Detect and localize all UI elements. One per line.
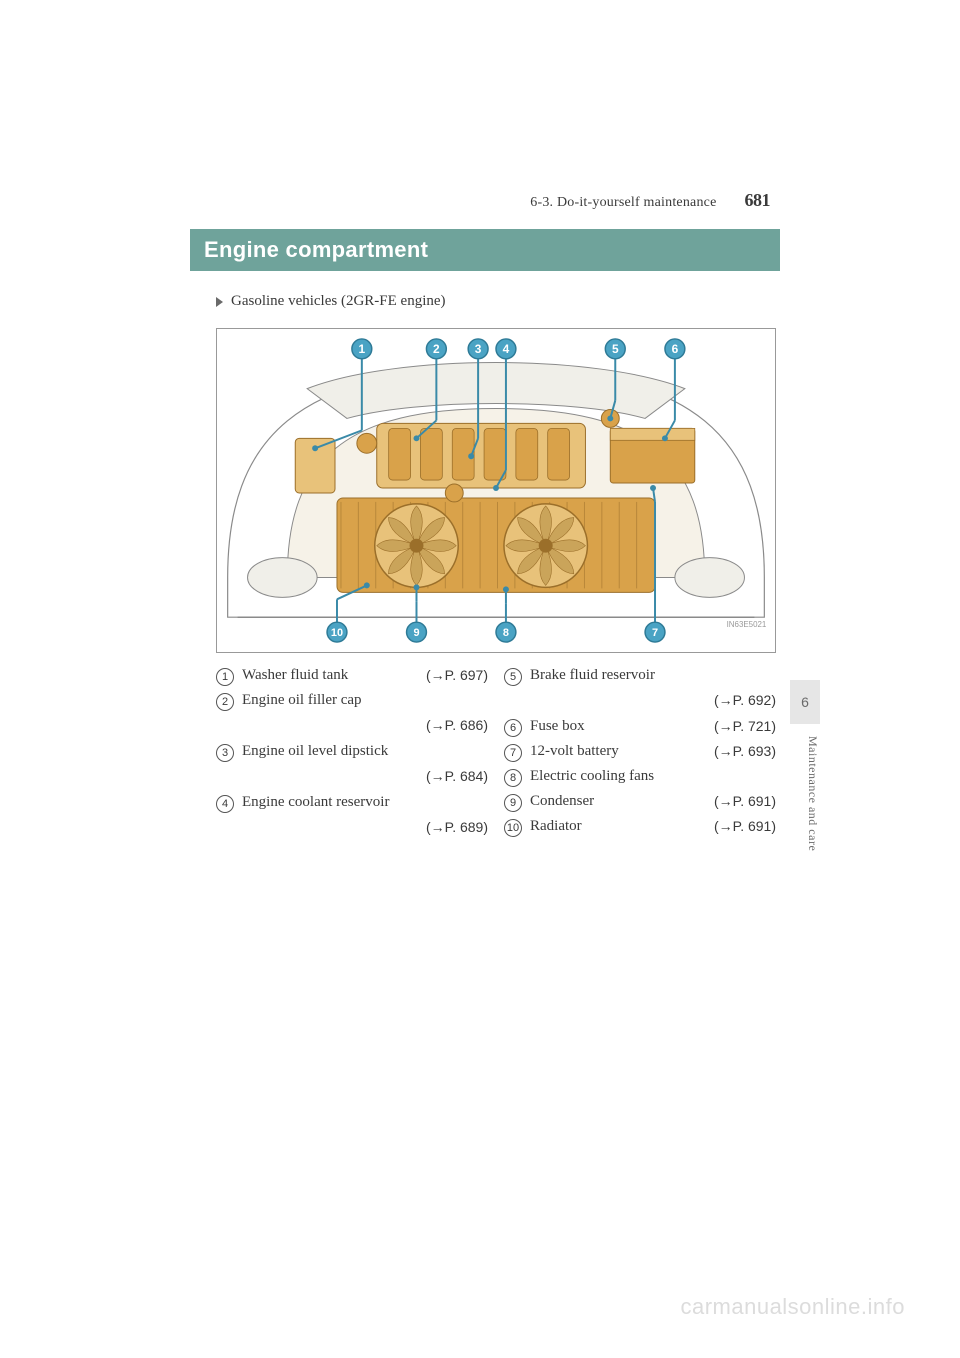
svg-text:10: 10 [331,627,343,639]
page-reference: (→P. 684) [216,768,488,784]
page-reference: (→P. 686) [216,717,488,733]
page-reference: (→P. 689) [216,819,488,835]
legend-item-body: Washer fluid tank (→P. 697) [242,667,488,684]
legend-item-number-icon: 5 [504,668,522,686]
chapter-label: Maintenance and care [805,736,820,851]
legend-item-body: Fuse box (→P. 721) [530,718,776,735]
legend-item-body: Engine coolant reservoir [242,794,488,811]
legend-item: 6 Fuse box (→P. 721) [504,718,776,737]
svg-text:9: 9 [413,627,419,639]
legend-item: 4 Engine coolant reservoir [216,794,488,813]
legend-item: 8 Electric cooling fans [504,768,776,787]
svg-text:8: 8 [503,627,509,639]
page-header: 6-3. Do-it-yourself maintenance 681 [190,190,780,211]
legend-column-right: 5 Brake fluid reservoir (→P. 692) 6 Fuse box… [504,667,776,845]
legend-item-body: Electric cooling fans [530,768,776,785]
legend-columns: 1 Washer fluid tank (→P. 697) 2 Engine oil f… [216,667,776,845]
legend-item: 10 Radiator (→P. 691) [504,818,776,837]
legend-item-number-icon: 9 [504,794,522,812]
legend-item-number-icon: 10 [504,819,522,837]
header-page-number: 681 [745,190,771,211]
legend-item-body: Brake fluid reservoir [530,667,776,684]
page-reference: (→P. 691) [714,818,776,834]
legend-item-label: Brake fluid reservoir [530,667,655,683]
legend-item: 2 Engine oil filler cap [216,692,488,711]
chapter-number: 6 [801,694,809,710]
title-bar: Engine compartment [190,229,780,271]
legend-item-label: Engine coolant reservoir [242,794,389,810]
page-reference: (→P. 691) [714,793,776,809]
svg-text:1: 1 [359,342,366,356]
svg-text:6: 6 [672,342,679,356]
legend-item-label: Fuse box [530,718,585,734]
engine-diagram: 1 2 3 4 5 6 10 9 8 7 IN63E5021 [216,328,776,653]
legend-item-number-icon: 8 [504,769,522,787]
legend-item-label: Engine oil filler cap [242,692,362,708]
svg-text:7: 7 [652,627,658,639]
page-reference: (→P. 693) [714,743,776,759]
page-reference: (→P. 721) [714,718,776,734]
page-reference: (→P. 697) [426,667,488,683]
svg-text:IN63E5021: IN63E5021 [727,620,767,629]
triangle-bullet-icon [216,297,223,307]
header-section-text: 6-3. Do-it-yourself maintenance [530,195,716,211]
legend-item-number-icon: 6 [504,719,522,737]
legend-item-label: 12-volt battery [530,743,619,759]
legend-item-body: Engine oil filler cap [242,692,488,709]
legend-item-label: Washer fluid tank [242,667,348,683]
legend-item: 7 12-volt battery (→P. 693) [504,743,776,762]
legend-item: 1 Washer fluid tank (→P. 697) [216,667,488,686]
legend-item-body: Condenser (→P. 691) [530,793,776,810]
legend-item-body: Engine oil level dipstick [242,743,488,760]
legend-item-label: Condenser [530,793,594,809]
page-reference: (→P. 692) [504,692,776,708]
subheading: Gasoline vehicles (2GR-FE engine) [216,293,780,310]
legend-item-number-icon: 4 [216,795,234,813]
subheading-text: Gasoline vehicles (2GR-FE engine) [231,293,446,310]
legend-item: 3 Engine oil level dipstick [216,743,488,762]
legend-item-label: Radiator [530,818,582,834]
chapter-tab: 6 [790,680,820,724]
svg-text:5: 5 [612,342,619,356]
legend-item-number-icon: 2 [216,693,234,711]
svg-text:2: 2 [433,342,440,356]
watermark-text: carmanualsonline.info [680,1294,905,1320]
legend-item-body: Radiator (→P. 691) [530,818,776,835]
legend-item-number-icon: 7 [504,744,522,762]
svg-text:4: 4 [503,342,510,356]
svg-text:3: 3 [475,342,482,356]
legend-item: 5 Brake fluid reservoir [504,667,776,686]
legend-item: 9 Condenser (→P. 691) [504,793,776,812]
legend-item-number-icon: 1 [216,668,234,686]
legend-column-left: 1 Washer fluid tank (→P. 697) 2 Engine oil f… [216,667,488,845]
engine-diagram-svg: 1 2 3 4 5 6 10 9 8 7 IN63E5021 [217,329,775,652]
legend-item-number-icon: 3 [216,744,234,762]
legend-item-label: Electric cooling fans [530,768,654,784]
page-content: 6-3. Do-it-yourself maintenance 681 Engi… [190,190,780,845]
legend-item-body: 12-volt battery (→P. 693) [530,743,776,760]
legend-item-label: Engine oil level dipstick [242,743,388,759]
